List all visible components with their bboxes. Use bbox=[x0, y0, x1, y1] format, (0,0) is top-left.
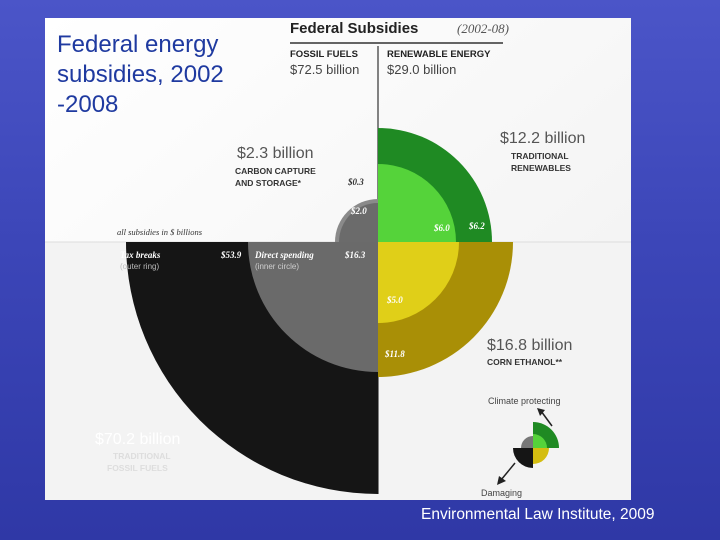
ccs-total: $2.3 billion bbox=[237, 145, 314, 162]
fossil-direct-spending-circle bbox=[248, 242, 378, 372]
legend-damaging: Damaging bbox=[481, 488, 522, 498]
subsidies-figure: Federal Subsidies (2002-08) FOSSIL FUELS… bbox=[45, 18, 631, 500]
traditional-fossil-total: $70.2 billion bbox=[95, 431, 180, 448]
trad-renewables-outer-value: $6.2 bbox=[468, 221, 485, 231]
ccs-inner-value: $2.0 bbox=[350, 206, 367, 216]
all-subsidies-note: all subsidies in $ billions bbox=[117, 227, 203, 237]
figure-period: (2002-08) bbox=[457, 21, 509, 36]
legend-climate-protecting: Climate protecting bbox=[488, 396, 561, 406]
direct-spending-label: Direct spending bbox=[254, 250, 314, 260]
legend-arrowhead-protecting bbox=[537, 408, 545, 416]
ccs-label-1: CARBON CAPTURE bbox=[235, 166, 316, 176]
tax-breaks-value: $53.9 bbox=[220, 250, 242, 260]
renewable-header-total: $29.0 billion bbox=[387, 62, 456, 77]
tax-breaks-sublabel: (outer ring) bbox=[120, 262, 159, 271]
legend-q-green-inner bbox=[533, 434, 547, 448]
ccs-inner-wedge bbox=[339, 203, 378, 242]
direct-spending-sublabel: (inner circle) bbox=[255, 262, 299, 271]
source-credit: Environmental Law Institute, 2009 bbox=[421, 506, 655, 523]
trad-renewables-label-2: RENEWABLES bbox=[511, 163, 571, 173]
ccs-outer-value: $0.3 bbox=[347, 177, 364, 187]
legend-arrow-damaging bbox=[500, 462, 516, 481]
trad-renewables-label-1: TRADITIONAL bbox=[511, 151, 569, 161]
tax-breaks-label: Tax breaks bbox=[120, 250, 161, 260]
trad-renewables-inner-value: $6.0 bbox=[433, 223, 450, 233]
fossil-header-label: FOSSIL FUELS bbox=[290, 49, 358, 60]
ccs-label-2: AND STORAGE* bbox=[235, 178, 302, 188]
legend-q-black bbox=[513, 448, 533, 468]
corn-ethanol-label: CORN ETHANOL** bbox=[487, 357, 563, 367]
legend-arrow-protecting bbox=[540, 410, 553, 427]
legend-arrowhead-damaging bbox=[497, 476, 506, 485]
trad-renewables-total: $12.2 billion bbox=[500, 130, 585, 147]
legend-q-gray bbox=[521, 436, 533, 448]
traditional-fossil-label-1: TRADITIONAL bbox=[113, 451, 171, 461]
corn-ethanol-outer-value: $11.8 bbox=[384, 349, 405, 359]
corn-ethanol-inner bbox=[378, 242, 459, 323]
renewable-header-label: RENEWABLE ENERGY bbox=[387, 49, 491, 60]
corn-ethanol-inner-value: $5.0 bbox=[386, 295, 403, 305]
fossil-header-total: $72.5 billion bbox=[290, 62, 359, 77]
trad-renewables-inner bbox=[378, 164, 456, 242]
legend-q-yellow bbox=[533, 448, 549, 464]
figure-heading: Federal Subsidies bbox=[290, 20, 418, 37]
traditional-fossil-label-2: FOSSIL FUELS bbox=[107, 463, 168, 473]
direct-spending-value: $16.3 bbox=[344, 250, 366, 260]
slide-title: Federal energy subsidies, 2002 -2008 bbox=[57, 31, 224, 118]
corn-ethanol-total: $16.8 billion bbox=[487, 337, 572, 354]
